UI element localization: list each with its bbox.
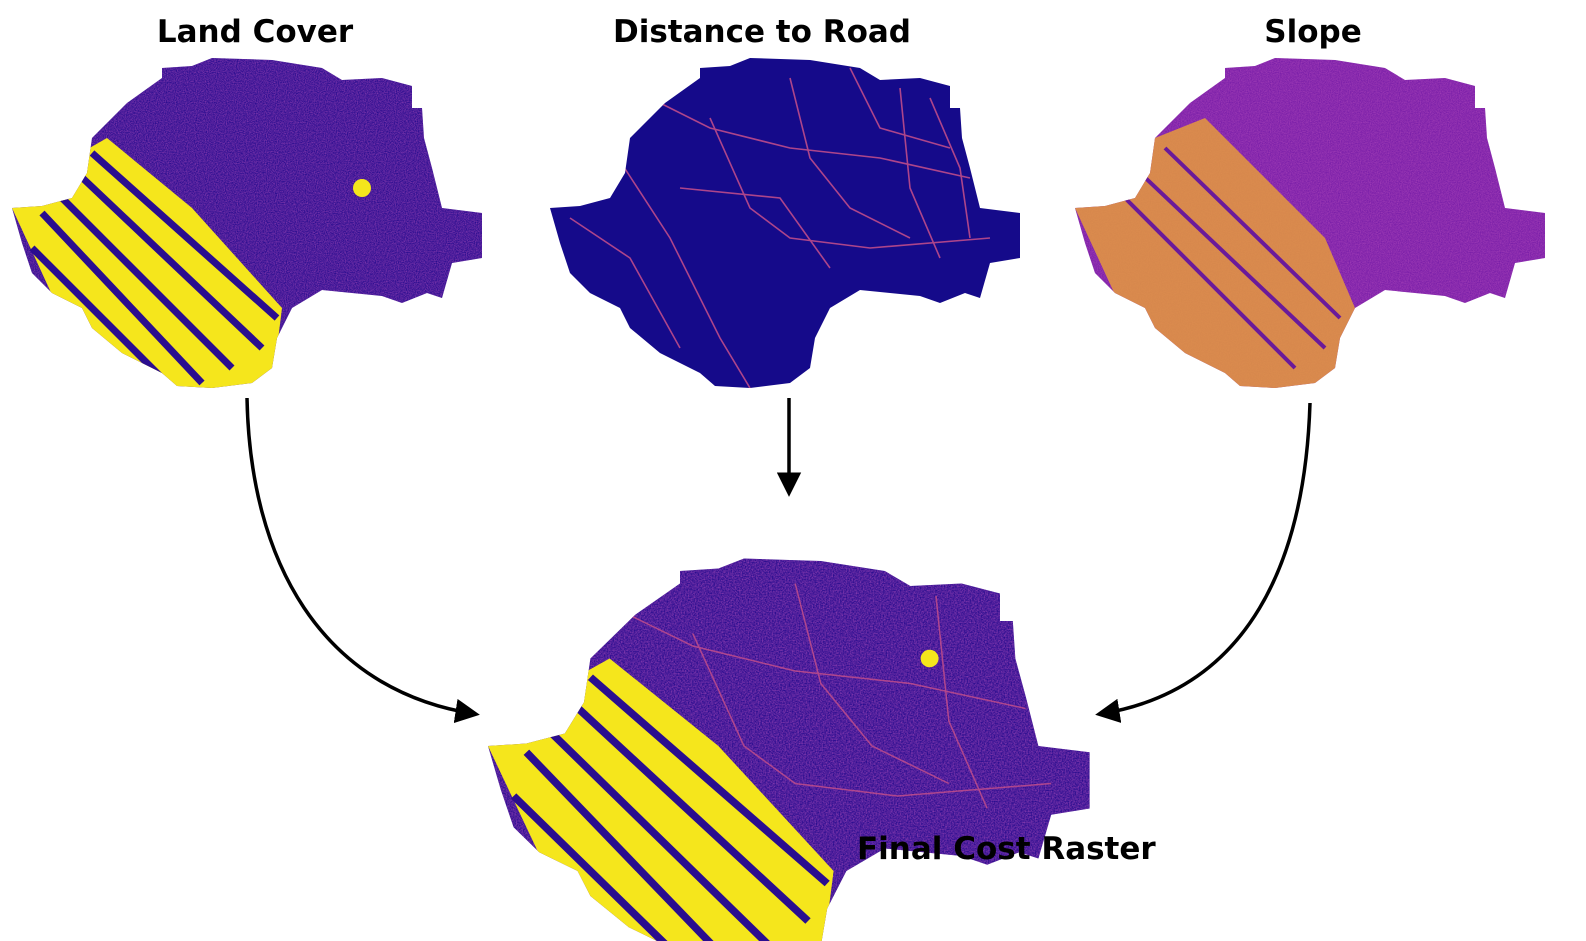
distance-to-road-title: Distance to Road <box>613 17 911 48</box>
arrow-slope-to-final <box>1100 403 1310 714</box>
final-cost-raster <box>488 559 1090 941</box>
distance-to-road-raster <box>550 58 1020 388</box>
land-cover-title: Land Cover <box>157 17 353 48</box>
final-cost-raster-title: Final Cost Raster <box>857 834 1156 865</box>
slope-title: Slope <box>1264 17 1361 48</box>
land-cover-raster <box>12 58 482 388</box>
slope-raster <box>1075 58 1545 388</box>
arrow-land-cover-to-final <box>247 398 475 714</box>
